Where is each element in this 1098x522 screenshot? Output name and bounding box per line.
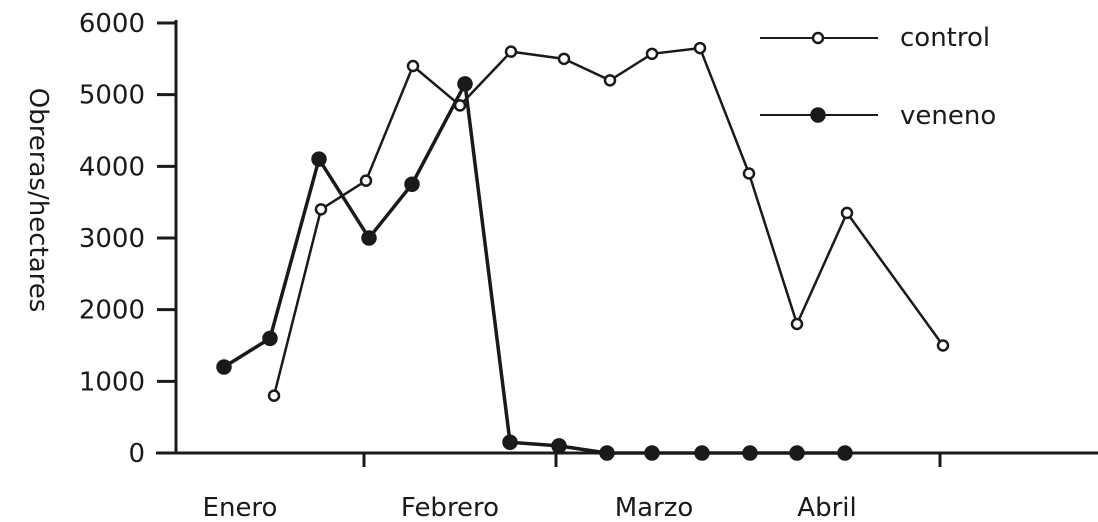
series-line-control: [272, 46, 945, 396]
x-axis-tick-marks: [362, 453, 942, 467]
data-point-control: [504, 45, 518, 58]
x-tick-label: Enero: [203, 493, 278, 522]
legend-item-veneno: veneno: [760, 101, 996, 131]
y-tick-label: 0: [128, 439, 145, 469]
legend-label-control: control: [900, 23, 990, 53]
data-point-veneno: [599, 445, 615, 461]
legend-marker-veneno: [810, 107, 826, 123]
data-point-veneno: [216, 359, 232, 375]
y-tick-label: 2000: [79, 296, 145, 326]
x-tick-label: Abril: [797, 493, 856, 522]
data-point-control: [406, 59, 420, 73]
data-point-control: [359, 174, 373, 187]
data-point-veneno: [644, 445, 660, 461]
data-point-control: [936, 339, 950, 352]
data-point-control: [557, 52, 571, 66]
data-point-control: [742, 167, 756, 180]
data-point-veneno: [551, 438, 567, 454]
data-point-veneno: [742, 445, 758, 461]
data-point-veneno: [361, 230, 377, 246]
data-point-control: [603, 74, 617, 87]
y-axis-tick-labels: 0 1000 2000 3000 4000 5000 6000: [79, 9, 145, 469]
series-layer: [216, 41, 950, 461]
y-axis-tick-marks: [157, 21, 176, 383]
y-tick-label: 3000: [79, 224, 145, 254]
x-axis-tick-labels: Enero Febrero Marzo Abril: [203, 493, 857, 522]
data-point-control: [840, 206, 854, 220]
legend-item-control: control: [760, 23, 990, 53]
data-point-veneno: [311, 151, 327, 167]
data-point-control: [314, 203, 328, 216]
data-point-control: [267, 389, 281, 402]
y-tick-label: 4000: [79, 152, 145, 182]
data-point-control: [645, 47, 659, 61]
data-point-veneno: [789, 445, 805, 461]
series-line-veneno: [223, 82, 845, 455]
x-tick-label: Febrero: [401, 493, 499, 522]
legend: control veneno: [760, 23, 996, 131]
y-tick-label: 5000: [79, 81, 145, 111]
data-point-veneno: [502, 434, 518, 450]
y-tick-label: 6000: [79, 9, 145, 39]
legend-label-veneno: veneno: [900, 101, 996, 131]
x-tick-label: Marzo: [615, 493, 694, 522]
data-point-control: [693, 41, 707, 55]
data-point-veneno: [404, 176, 420, 192]
data-point-veneno: [837, 445, 853, 461]
data-point-veneno: [262, 330, 278, 347]
data-point-veneno: [694, 445, 710, 461]
legend-marker-control: [811, 31, 825, 45]
data-point-control: [790, 317, 804, 331]
y-tick-label: 1000: [79, 367, 145, 397]
y-axis-title: Obreras/hectares: [23, 88, 53, 313]
data-point-veneno: [457, 76, 473, 92]
